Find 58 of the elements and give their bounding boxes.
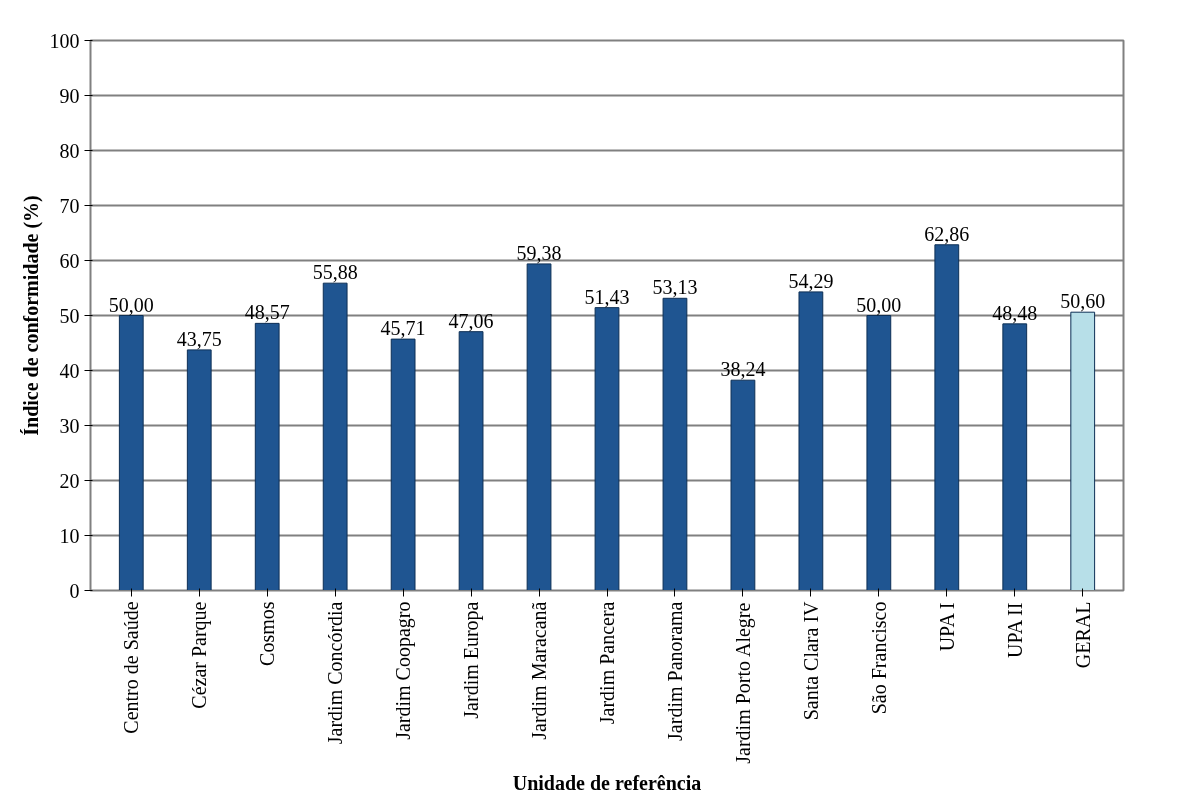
bar <box>730 379 756 591</box>
x-tick-label: GERAL <box>1071 601 1094 669</box>
data-label: 59,38 <box>516 241 562 264</box>
y-tick-label: 20 <box>59 469 80 492</box>
y-tick-label: 100 <box>49 29 80 52</box>
x-tick-label: UPA I <box>935 602 958 652</box>
bar <box>594 307 620 591</box>
bar <box>186 349 212 591</box>
bar <box>662 297 688 591</box>
x-tick-label: Jardim Porto Alegre <box>731 602 755 764</box>
bar <box>934 244 960 591</box>
x-tick-label: Cosmos <box>256 601 279 666</box>
data-label: 48,57 <box>244 301 290 324</box>
bar <box>866 315 892 591</box>
y-tick-label: 80 <box>59 139 80 162</box>
x-tick-label: Jardim Concórdia <box>324 601 347 745</box>
bar <box>526 263 552 591</box>
x-tick-label: São Francisco <box>867 601 890 715</box>
x-tick-label: UPA II <box>1003 602 1026 658</box>
x-tick-label: Jardim Panorama <box>663 601 686 741</box>
data-label: 45,71 <box>380 317 426 340</box>
x-tick-label: Jardim Maracanã <box>528 601 551 740</box>
x-tick-label: Jardim Europa <box>460 601 484 719</box>
y-tick-label: 60 <box>59 249 80 272</box>
data-label: 55,88 <box>312 261 358 284</box>
data-label: 54,29 <box>788 269 834 292</box>
y-axis-title: Índice de conformidade (%) <box>19 195 43 436</box>
y-tick-label: 30 <box>59 414 80 437</box>
bar <box>118 315 144 591</box>
bar <box>322 282 348 591</box>
data-label: 48,48 <box>992 301 1038 324</box>
data-label: 50,60 <box>1060 290 1106 313</box>
x-tick-label: Jardim Coopagro <box>392 601 416 740</box>
x-tick-label: Santa Clara IV <box>799 600 822 721</box>
bar <box>390 338 416 591</box>
data-label: 50,00 <box>108 293 154 316</box>
x-tick-label: Jardim Pancera <box>596 601 618 725</box>
data-label: 62,86 <box>924 222 970 245</box>
bar <box>458 331 484 591</box>
y-tick-label: 0 <box>69 579 80 602</box>
y-tick-label: 70 <box>59 194 80 217</box>
data-label: 51,43 <box>584 285 630 308</box>
data-label: 53,13 <box>652 276 698 299</box>
x-tick-label: Cézar Parque <box>188 601 212 709</box>
bar <box>1002 323 1028 591</box>
y-tick-label: 50 <box>59 304 80 327</box>
data-label: 38,24 <box>720 358 766 381</box>
y-tick-label: 10 <box>59 524 80 547</box>
data-label: 47,06 <box>448 309 494 332</box>
bar <box>1070 311 1096 591</box>
data-label: 50,00 <box>856 293 902 316</box>
bar <box>254 322 280 591</box>
x-tick-label: Centro de Saúde <box>120 601 143 734</box>
data-label: 43,75 <box>176 327 222 350</box>
bar <box>798 291 824 591</box>
y-tick-label: 40 <box>59 359 80 382</box>
x-axis-title: Unidade de referência <box>512 771 702 794</box>
y-tick-label: 90 <box>59 84 80 107</box>
